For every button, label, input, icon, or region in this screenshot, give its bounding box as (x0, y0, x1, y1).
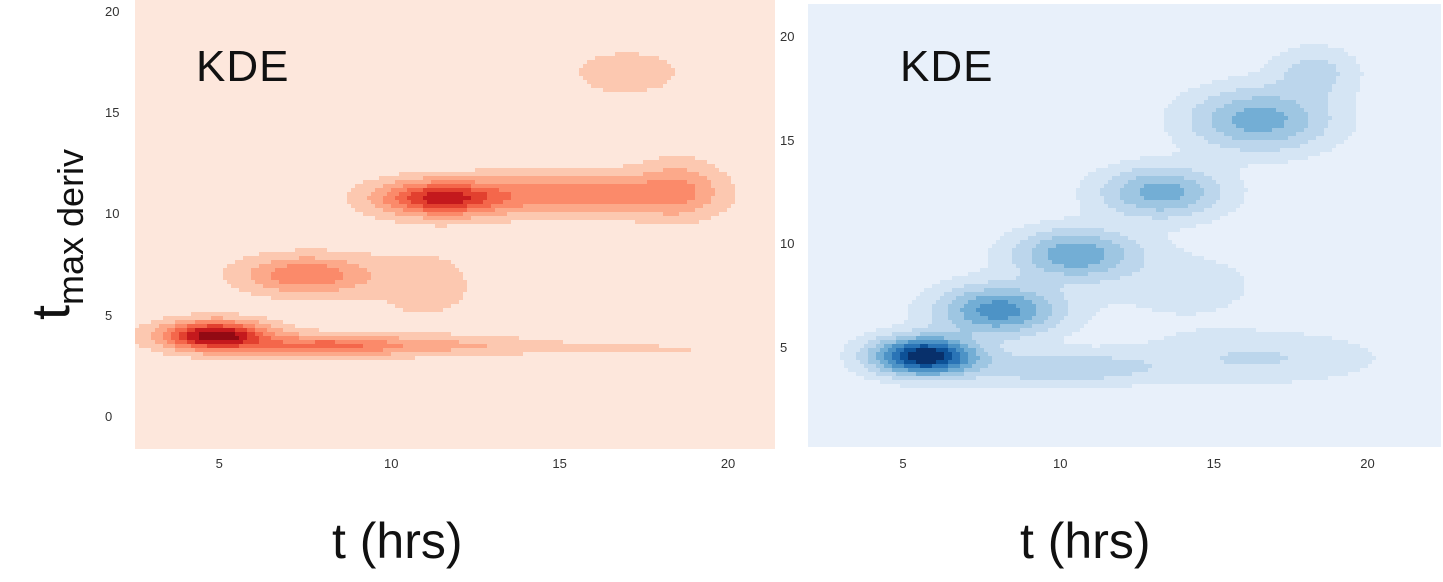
kde-plot-left (135, 0, 775, 449)
density-level-6 (187, 192, 471, 344)
kde-density-right (808, 4, 1441, 447)
kde-density-left (135, 0, 775, 449)
x-tick-label: 5 (215, 456, 223, 471)
y-tick-label: 20 (105, 4, 120, 20)
x-tick-label: 10 (1052, 456, 1068, 471)
panel-title-right: KDE (900, 42, 994, 91)
x-tick-label: 10 (384, 456, 399, 471)
y-axis-label: tmax deriv (20, 120, 100, 320)
x-axis-label-left: t (hrs) (332, 513, 463, 569)
x-axis-label-right: t (hrs) (1020, 513, 1151, 569)
x-tick-label: 20 (720, 456, 736, 471)
x-tick-label: 5 (899, 456, 907, 471)
y-tick-label: 15 (780, 132, 795, 148)
density-level-7 (199, 332, 239, 340)
y-tick-label: 5 (105, 307, 113, 323)
x-tick-label: 15 (552, 456, 567, 471)
density-region (199, 332, 239, 340)
y-tick-label: 5 (780, 339, 788, 355)
x-tick-label: 20 (1360, 456, 1375, 471)
y-axis-label-main: t (21, 304, 81, 320)
density-region (908, 348, 944, 364)
kde-plot-right (808, 4, 1441, 447)
x-tick-label: 15 (1206, 456, 1222, 471)
y-tick-label: 10 (780, 236, 795, 252)
y-axis-label-sub: max deriv (50, 148, 91, 305)
y-tick-label: 20 (780, 29, 795, 45)
y-tick-label: 15 (105, 105, 120, 121)
y-tick-label: 0 (105, 408, 113, 424)
panel-title-left: KDE (196, 42, 290, 91)
density-region (187, 192, 471, 344)
density-level-8 (908, 348, 944, 364)
y-tick-label: 10 (105, 206, 120, 222)
